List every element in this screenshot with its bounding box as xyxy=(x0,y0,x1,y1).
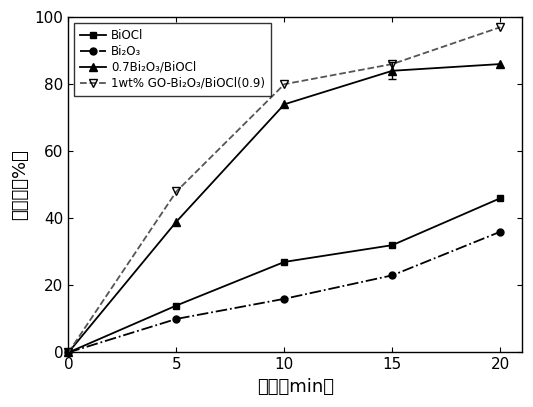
BiOCl xyxy=(389,243,395,247)
Y-axis label: 降解率（%）: 降解率（%） xyxy=(11,149,29,220)
Line: BiOCl: BiOCl xyxy=(65,195,504,356)
1wt% GO-Bi₂O₃/BiOCl(0.9) xyxy=(65,350,71,355)
1wt% GO-Bi₂O₃/BiOCl(0.9) xyxy=(497,25,504,30)
Bi₂O₃ xyxy=(173,317,180,322)
Bi₂O₃ xyxy=(281,296,287,301)
Bi₂O₃ xyxy=(389,273,395,278)
Line: Bi₂O₃: Bi₂O₃ xyxy=(65,228,504,356)
X-axis label: 时间（min）: 时间（min） xyxy=(257,378,334,396)
1wt% GO-Bi₂O₃/BiOCl(0.9) xyxy=(173,189,180,194)
Line: 1wt% GO-Bi₂O₃/BiOCl(0.9): 1wt% GO-Bi₂O₃/BiOCl(0.9) xyxy=(64,23,504,357)
Legend: BiOCl, Bi₂O₃, 0.7Bi₂O₃/BiOCl, 1wt% GO-Bi₂O₃/BiOCl(0.9): BiOCl, Bi₂O₃, 0.7Bi₂O₃/BiOCl, 1wt% GO-Bi… xyxy=(74,23,271,96)
Bi₂O₃ xyxy=(497,229,504,234)
0.7Bi₂O₃/BiOCl xyxy=(173,219,180,224)
1wt% GO-Bi₂O₃/BiOCl(0.9) xyxy=(389,61,395,66)
0.7Bi₂O₃/BiOCl xyxy=(65,350,71,355)
BiOCl xyxy=(65,350,71,355)
BiOCl xyxy=(497,196,504,201)
0.7Bi₂O₃/BiOCl xyxy=(389,68,395,73)
Line: 0.7Bi₂O₃/BiOCl: 0.7Bi₂O₃/BiOCl xyxy=(64,60,504,357)
Bi₂O₃ xyxy=(65,350,71,355)
BiOCl xyxy=(173,303,180,308)
0.7Bi₂O₃/BiOCl xyxy=(497,61,504,66)
0.7Bi₂O₃/BiOCl xyxy=(281,102,287,107)
1wt% GO-Bi₂O₃/BiOCl(0.9) xyxy=(281,82,287,87)
BiOCl xyxy=(281,260,287,265)
